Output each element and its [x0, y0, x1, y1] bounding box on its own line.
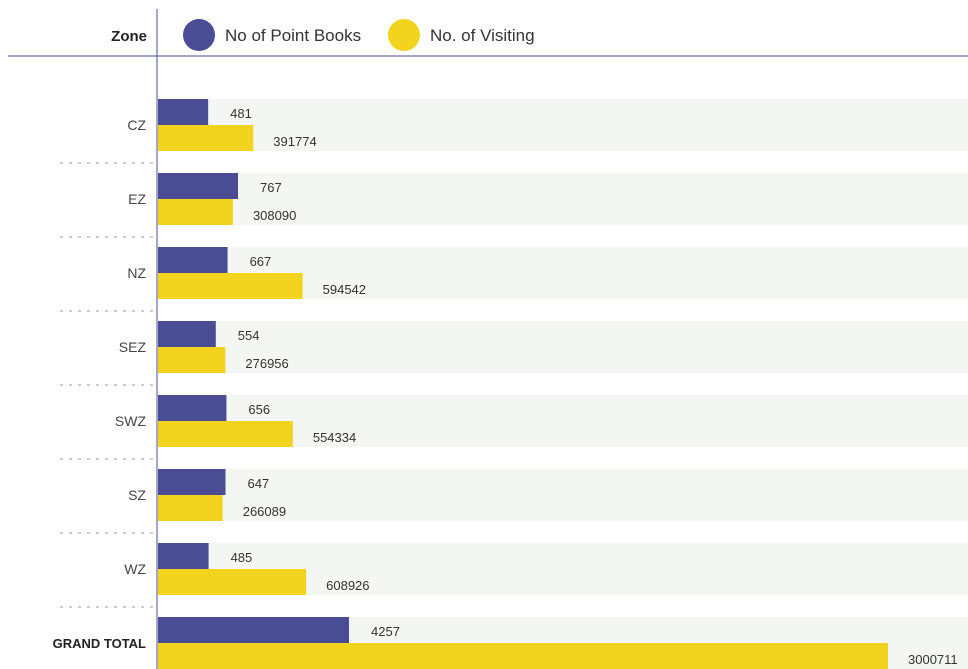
bar-point-books-nz	[158, 247, 228, 273]
value-label-point-books-ez: 767	[260, 180, 282, 195]
row-separators	[60, 162, 156, 608]
bar-visiting-nz	[158, 273, 303, 299]
value-label-visiting-swz: 554334	[313, 430, 356, 445]
category-label-cz: CZ	[127, 117, 146, 133]
row-background-cz	[158, 99, 968, 151]
legend-label-point-books: No of Point Books	[225, 26, 361, 45]
zone-header-label: Zone	[111, 28, 147, 45]
category-label-swz: SWZ	[115, 413, 147, 429]
value-label-visiting-grand-total: 3000711	[908, 652, 958, 667]
value-labels: 481 391774 767 308090 667 594542 554 276956 656 5…	[230, 106, 957, 667]
bar-visiting-sz	[158, 495, 223, 521]
bar-visiting-wz	[158, 569, 307, 595]
bar-point-books-sz	[158, 469, 226, 495]
value-label-point-books-nz: 667	[250, 254, 272, 269]
category-label-sez: SEZ	[119, 339, 147, 355]
bar-visiting-ez	[158, 199, 233, 225]
bar-visiting-swz	[158, 421, 293, 447]
value-label-visiting-cz: 391774	[273, 134, 316, 149]
value-label-visiting-ez: 308090	[253, 208, 296, 223]
value-label-visiting-sez: 276956	[245, 356, 288, 371]
value-label-point-books-grand-total: 4257	[371, 624, 400, 639]
category-label-wz: WZ	[124, 561, 146, 577]
bar-point-books-grand-total	[158, 617, 349, 643]
legend-label-visiting: No. of Visiting	[430, 26, 535, 45]
bars	[158, 99, 888, 669]
value-label-point-books-wz: 485	[231, 550, 253, 565]
row-background-sez	[158, 321, 968, 373]
category-labels: CZ EZ NZ SEZ SWZ SZ WZ GRAND TOTAL	[53, 117, 147, 651]
row-background-sz	[158, 469, 968, 521]
legend-swatch-visiting	[388, 19, 420, 51]
bar-point-books-ez	[158, 173, 238, 199]
value-label-visiting-nz: 594542	[323, 282, 366, 297]
value-label-point-books-cz: 481	[230, 106, 252, 121]
category-label-nz: NZ	[127, 265, 146, 281]
category-label-ez: EZ	[128, 191, 146, 207]
bar-point-books-sez	[158, 321, 216, 347]
value-label-point-books-sez: 554	[238, 328, 260, 343]
row-background-ez	[158, 173, 968, 225]
category-label-sz: SZ	[128, 487, 146, 503]
legend: No of Point Books No. of Visiting	[183, 19, 535, 51]
bar-point-books-cz	[158, 99, 209, 125]
row-background-swz	[158, 395, 968, 447]
bar-visiting-cz	[158, 125, 254, 151]
value-label-visiting-wz: 608926	[326, 578, 369, 593]
bar-visiting-grand-total	[158, 643, 888, 669]
legend-swatch-point-books	[183, 19, 215, 51]
value-label-point-books-swz: 656	[248, 402, 270, 417]
bar-point-books-swz	[158, 395, 227, 421]
bar-point-books-wz	[158, 543, 209, 569]
value-label-point-books-sz: 647	[247, 476, 269, 491]
category-label-grand-total: GRAND TOTAL	[53, 636, 146, 651]
bar-visiting-sez	[158, 347, 226, 373]
value-label-visiting-sz: 266089	[243, 504, 286, 519]
